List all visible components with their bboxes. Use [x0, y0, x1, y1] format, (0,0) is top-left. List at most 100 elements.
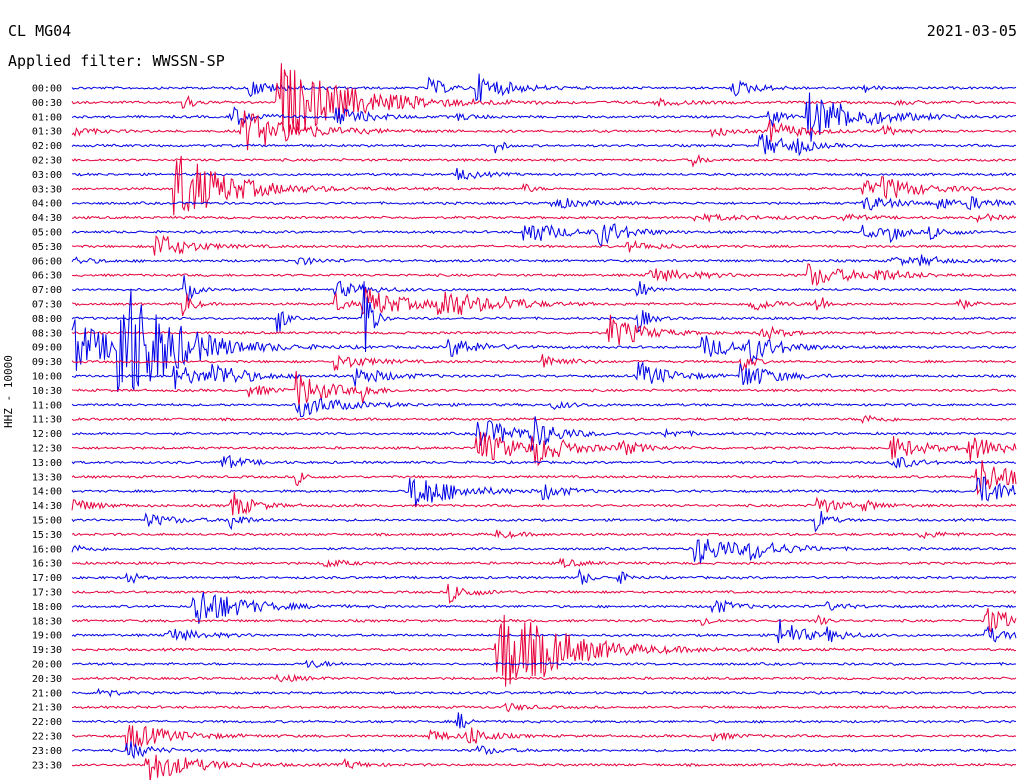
trace-2200 — [71, 712, 1016, 729]
row-time-label: 12:30 — [32, 444, 62, 455]
trace-2300 — [71, 740, 1017, 760]
trace-1300 — [71, 454, 1017, 469]
trace-0100 — [71, 92, 1017, 142]
trace-1100 — [71, 397, 1017, 418]
row-time-label: 01:30 — [32, 127, 62, 138]
row-time-label: 21:30 — [32, 703, 62, 714]
row-time-label: 18:00 — [32, 602, 62, 613]
row-time-label: 18:30 — [32, 616, 62, 627]
trace-0730 — [71, 288, 1017, 316]
row-time-label: 07:30 — [32, 300, 62, 311]
row-time-label: 15:00 — [32, 516, 62, 527]
trace-1530 — [71, 529, 1017, 540]
row-time-label: 14:30 — [32, 501, 62, 512]
trace-1400 — [71, 476, 1017, 508]
row-time-label: 12:00 — [32, 429, 62, 440]
filter-label: Applied filter: WWSSN-SP — [8, 52, 225, 70]
trace-0330 — [71, 155, 1017, 216]
row-time-label: 17:00 — [32, 573, 62, 584]
row-time-label: 13:30 — [32, 472, 62, 483]
row-time-label: 08:30 — [32, 328, 62, 339]
row-time-label: 13:00 — [32, 458, 62, 469]
row-time-label: 05:00 — [32, 228, 62, 239]
trace-0500 — [71, 223, 1017, 248]
row-time-label: 15:30 — [32, 530, 62, 541]
trace-1700 — [71, 568, 1017, 585]
row-time-label: 14:00 — [32, 487, 62, 498]
trace-2100 — [71, 687, 1017, 698]
trace-1730 — [71, 583, 1017, 604]
row-time-label: 09:30 — [32, 357, 62, 368]
trace-0030 — [71, 63, 1017, 136]
row-time-label: 00:00 — [32, 84, 62, 95]
row-time-label: 11:30 — [32, 415, 62, 426]
trace-0800 — [71, 281, 1017, 353]
row-time-label: 11:00 — [32, 400, 62, 411]
date-label: 2021-03-05 — [926, 22, 1017, 40]
row-time-label: 23:00 — [32, 746, 62, 757]
trace-0130 — [71, 110, 1017, 151]
trace-0430 — [71, 212, 1017, 224]
trace-0000 — [71, 73, 1017, 103]
trace-1130 — [71, 414, 1017, 425]
row-time-label: 03:30 — [32, 184, 62, 195]
row-time-label: 06:00 — [32, 256, 62, 267]
trace-0600 — [71, 254, 1017, 267]
trace-1230 — [71, 431, 1017, 467]
trace-1800 — [71, 592, 1017, 624]
trace-1000 — [71, 360, 1017, 390]
row-time-label: 02:00 — [32, 141, 62, 152]
trace-0930 — [71, 354, 1016, 372]
row-time-label: 04:30 — [32, 213, 62, 224]
row-time-label: 22:00 — [32, 717, 62, 728]
row-time-label: 19:00 — [32, 631, 62, 642]
row-time-label: 19:30 — [32, 645, 62, 656]
row-time-label: 20:30 — [32, 674, 62, 685]
trace-2030 — [71, 673, 1017, 683]
row-time-label: 20:00 — [32, 660, 62, 671]
row-time-label: 06:30 — [32, 271, 62, 282]
trace-0530 — [71, 234, 1017, 256]
row-time-label: 04:00 — [32, 199, 62, 210]
trace-2130 — [71, 702, 1017, 713]
trace-2230 — [71, 725, 1017, 751]
trace-0400 — [71, 196, 1017, 211]
trace-1830 — [71, 607, 1017, 634]
trace-0630 — [72, 263, 1017, 287]
row-time-label: 16:00 — [32, 544, 62, 555]
trace-1930 — [71, 614, 1017, 687]
row-time-label: 02:30 — [32, 156, 62, 167]
trace-1900 — [71, 618, 1017, 644]
row-time-label: 00:30 — [32, 98, 62, 109]
row-time-label: 07:00 — [32, 285, 62, 296]
trace-1330 — [71, 460, 1017, 496]
row-time-label: 10:30 — [32, 386, 62, 397]
trace-1500 — [71, 510, 1017, 533]
row-time-label: 17:30 — [32, 588, 62, 599]
trace-0230 — [71, 153, 1017, 168]
row-time-label: 05:30 — [32, 242, 62, 253]
trace-2330 — [71, 754, 1017, 780]
trace-1030 — [71, 370, 1017, 408]
row-time-label: 03:00 — [32, 170, 62, 181]
station-title: CL MG04 — [8, 22, 72, 40]
trace-1630 — [72, 557, 1017, 569]
trace-0830 — [71, 314, 1017, 346]
trace-1200 — [71, 416, 1017, 451]
trace-1430 — [71, 492, 1017, 516]
trace-0200 — [71, 133, 1017, 157]
row-time-label: 08:00 — [32, 314, 62, 325]
row-time-label: 09:00 — [32, 343, 62, 354]
trace-0900 — [71, 289, 1017, 393]
row-time-label: 01:00 — [32, 112, 62, 123]
trace-0300 — [72, 167, 1017, 181]
row-time-label: 23:30 — [32, 760, 62, 771]
trace-0700 — [71, 275, 1017, 302]
row-time-label: 10:00 — [32, 372, 62, 383]
row-time-label: 22:30 — [32, 732, 62, 743]
row-time-label: 16:30 — [32, 559, 62, 570]
trace-2000 — [71, 659, 1016, 669]
row-time-label: 21:00 — [32, 688, 62, 699]
trace-1600 — [71, 539, 1017, 564]
